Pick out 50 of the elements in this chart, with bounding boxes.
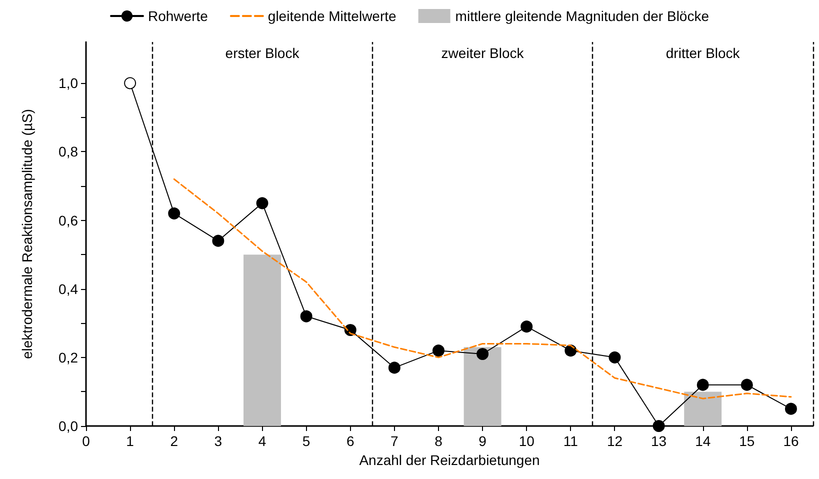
point <box>168 207 180 220</box>
y-tick-label: 0,4 <box>58 280 78 297</box>
y-tick-label: 0,8 <box>58 144 78 160</box>
point <box>696 378 709 391</box>
x-tick-label: 4 <box>258 433 266 449</box>
x-tick-label: 12 <box>606 433 623 449</box>
legend-label: mittlere gleitende Magnituden der Blöcke <box>455 8 710 24</box>
x-tick-label: 8 <box>434 433 443 449</box>
annotation: zweiter Block <box>441 45 525 61</box>
x-tick-label: 11 <box>563 433 578 449</box>
point <box>124 77 136 90</box>
x-tick-label: 2 <box>170 433 178 449</box>
x-axis-title: Anzahl der Reizdarbietungen <box>359 452 540 468</box>
x-tick-label: 6 <box>346 433 354 449</box>
point <box>652 420 665 432</box>
y-tick-label: 0,6 <box>58 212 78 228</box>
x-tick-label: 3 <box>214 433 222 449</box>
x-tick-label: 7 <box>390 433 399 449</box>
bar <box>244 254 281 426</box>
point <box>212 234 224 247</box>
x-tick-label: 9 <box>478 433 487 449</box>
y-axis-title: elektrodermale Reaktionsamplitude (µS) <box>19 108 35 360</box>
point <box>256 197 268 210</box>
x-tick-label: 16 <box>783 433 799 449</box>
y-tick-label: 0,2 <box>58 349 78 366</box>
x-tick-label: 1 <box>126 433 134 449</box>
y-tick-label: 0,0 <box>58 418 78 434</box>
bar <box>464 347 502 426</box>
point <box>784 402 797 415</box>
x-tick-label: 5 <box>302 433 310 449</box>
legend-label: Rohwerte <box>148 8 208 24</box>
point <box>608 351 621 364</box>
point <box>432 344 444 357</box>
y-tick-label: 1,0 <box>58 75 78 92</box>
line-series <box>173 178 792 400</box>
x-tick-label: 14 <box>695 433 711 449</box>
point <box>388 362 400 374</box>
bar <box>684 392 722 426</box>
legend-label: gleitende Mittelwerte <box>268 8 397 24</box>
point <box>740 378 753 391</box>
x-tick-label: 13 <box>651 433 667 449</box>
point <box>300 310 312 322</box>
x-tick-label: 15 <box>739 433 755 449</box>
x-tick-label: 10 <box>518 433 535 449</box>
point <box>564 344 577 357</box>
point <box>520 320 533 333</box>
annotation: erster Block <box>225 45 300 61</box>
point <box>476 348 489 360</box>
annotation: dritter Block <box>666 45 741 61</box>
x-tick-label: 0 <box>82 433 90 449</box>
